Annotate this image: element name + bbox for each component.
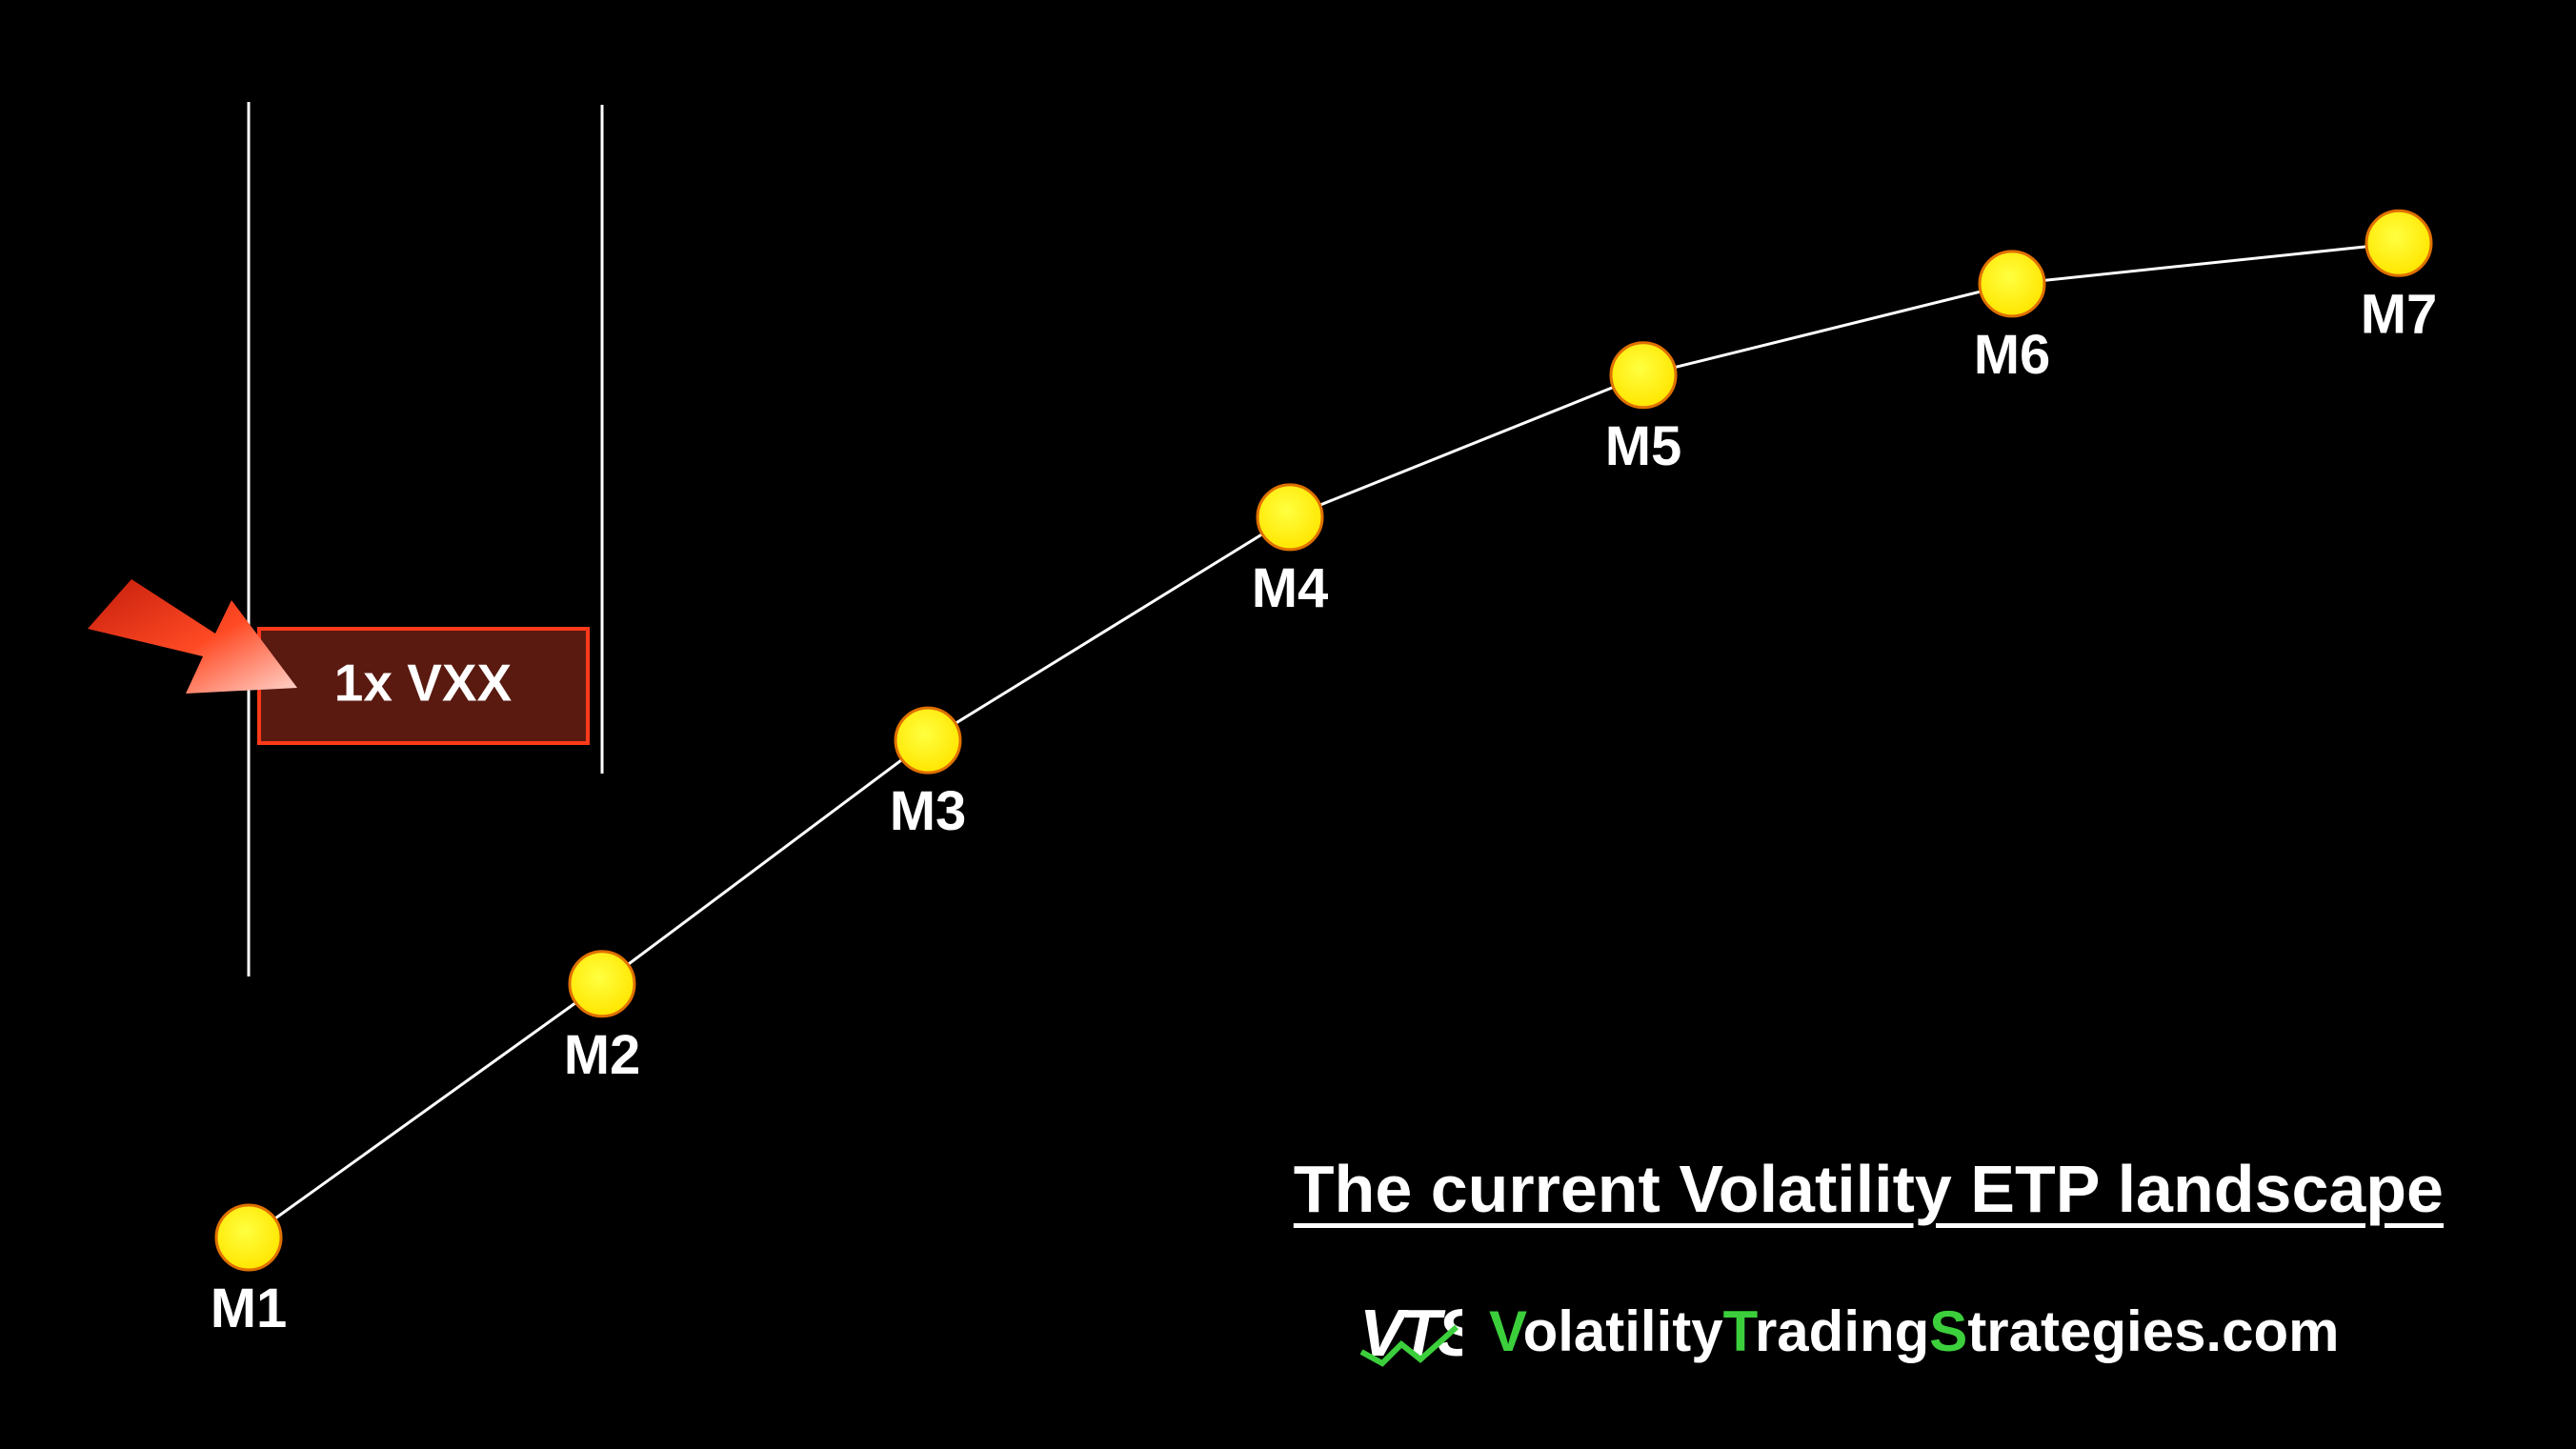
marker-m4 <box>1256 483 1324 552</box>
brand-part: T <box>1722 1298 1755 1363</box>
label-m7: M7 <box>2361 283 2438 345</box>
contract-labels: M1 M2 M3 M4 M5 M6 M7 <box>211 283 2438 1339</box>
pointer-arrow-icon <box>88 579 297 694</box>
marker-m2 <box>568 950 636 1018</box>
vxx-span-guides <box>247 102 604 976</box>
slide-title: The current Volatility ETP landscape <box>1293 1152 2444 1226</box>
label-m1: M1 <box>211 1278 288 1339</box>
brand-part: V <box>1489 1298 1523 1363</box>
marker-m1 <box>214 1203 283 1272</box>
vxx-callout-label: 1x VXX <box>334 654 513 713</box>
label-m4: M4 <box>1252 557 1329 619</box>
marker-m3 <box>894 706 962 775</box>
vts-logo-icon: VTS <box>1359 1296 1462 1369</box>
brand-part: trategies.com <box>1967 1298 2340 1363</box>
contract-markers <box>214 209 2433 1272</box>
label-m6: M6 <box>1974 324 2051 386</box>
brand-part: S <box>1929 1298 1968 1363</box>
brand-part: olatility <box>1522 1298 1723 1363</box>
label-m3: M3 <box>890 780 967 842</box>
marker-m5 <box>1609 341 1678 410</box>
label-m5: M5 <box>1605 415 1682 477</box>
brand-footer: VTS VolatilityTradingStrategies.com <box>1358 1288 2339 1374</box>
vxx-callout-box <box>257 627 590 745</box>
svg-text:VTS: VTS <box>1359 1296 1462 1369</box>
brand-part: rading <box>1754 1298 1930 1363</box>
brand-name: VolatilityTradingStrategies.com <box>1489 1298 2339 1364</box>
marker-m6 <box>1978 250 2046 318</box>
vxx-callout: 1x VXX <box>257 627 590 745</box>
marker-m7 <box>2365 209 2433 277</box>
label-m2: M2 <box>564 1024 641 1086</box>
